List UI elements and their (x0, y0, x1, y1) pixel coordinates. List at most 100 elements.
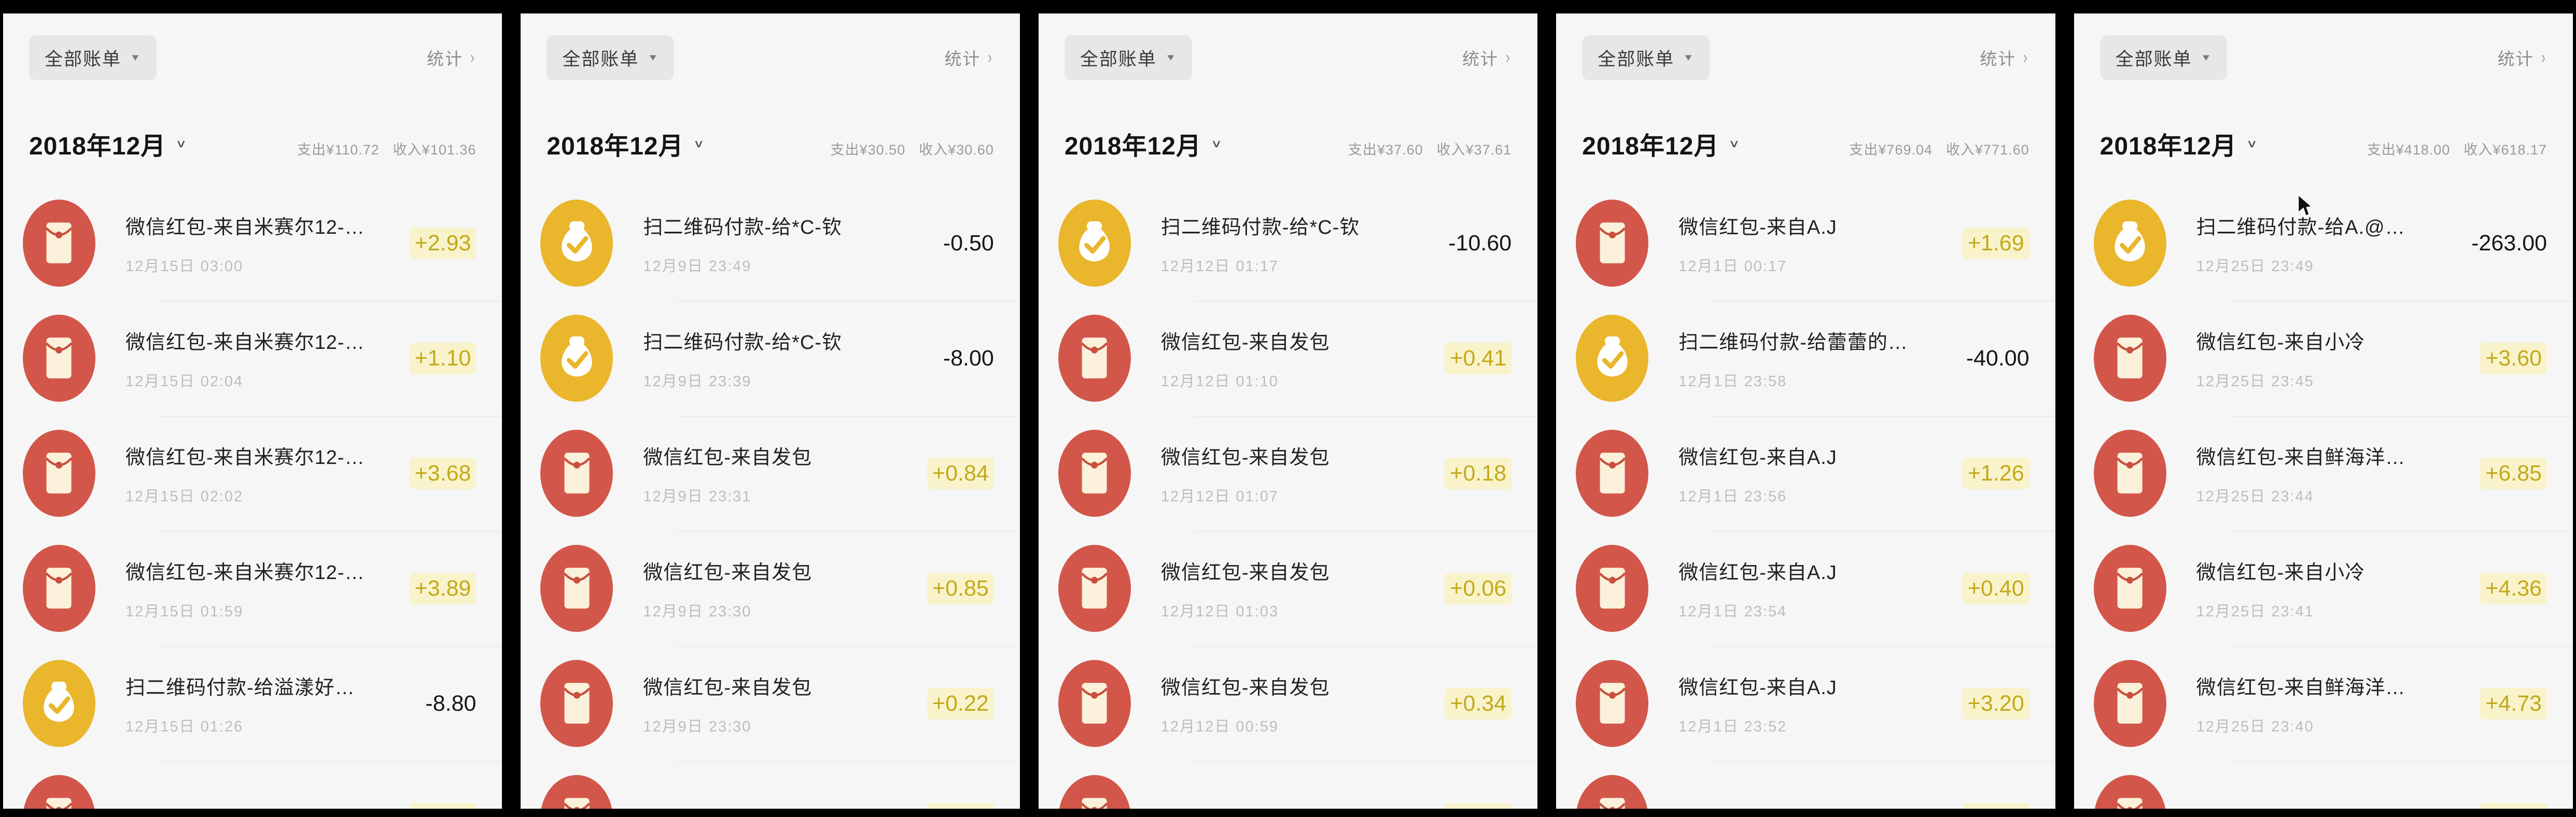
transaction-texts: 微信红包-来自鲜海洋… 12月25日 23:44 (2196, 441, 2481, 506)
transaction-row[interactable]: 扫二维码付款-给A.@… 12月25日 23:49 -263.00 (2093, 186, 2547, 301)
transaction-amount: +1.69 (1962, 227, 2029, 259)
transaction-timestamp: 12月25日 23:45 (2196, 373, 2314, 390)
month-selector[interactable]: 2018年12月 ∨ (29, 125, 187, 162)
transaction-row[interactable]: 微信红包-来自发包 +0.50 (1058, 761, 1538, 809)
transaction-row[interactable]: 微信红包-来自发包 12月9日 23:30 +0.22 (540, 646, 1020, 761)
transaction-row[interactable]: 微信红包-来自A.J 12月1日 23:56 +1.26 (1576, 416, 2055, 531)
transaction-row[interactable]: 微信红包-来自小冷 12月25日 23:45 +3.60 (2093, 301, 2573, 416)
transaction-row[interactable]: 扫二维码付款-给溢漾好… 12月15日 01:26 -8.80 (23, 646, 502, 761)
statistics-label: 统计 (1462, 49, 1499, 68)
transaction-row[interactable]: 微信红包-来自A.J 12月1日 23:54 +0.40 (1576, 531, 2055, 646)
transaction-title: 微信红包-来自鲜海洋… (2196, 677, 2406, 699)
income-total: 收入¥101.36 (393, 142, 477, 158)
transaction-texts: 扫二维码付款-给*C-钦 12月12日 01:17 (1161, 211, 1448, 276)
transaction-title: 扫二维码付款-给溢漾好… (125, 677, 355, 699)
red-envelope-icon (540, 430, 613, 517)
transaction-texts: 微信红包-来自发包 12月9日 23:30 (643, 671, 927, 736)
all-bills-filter-button[interactable]: 全部账单 ▼ (1582, 35, 1710, 80)
transaction-title: 微信红包-来自小冷 (2196, 561, 2365, 584)
all-bills-filter-button[interactable]: 全部账单 ▼ (2099, 35, 2228, 80)
month-selector[interactable]: 2018年12月 ∨ (1065, 125, 1223, 162)
transaction-row[interactable]: 微信红包-来自小冷 12月25日 23:41 +4.36 (2093, 531, 2573, 646)
transaction-row[interactable]: 微信红包-来自米赛尔12-… +5.17 (23, 761, 502, 809)
transaction-amount: +1.26 (1962, 457, 2029, 489)
red-envelope-icon (23, 545, 95, 632)
all-bills-filter-button[interactable]: 全部账单 ▼ (1064, 35, 1192, 80)
month-row: 2018年12月 ∨ 支出¥37.60 收入¥37.61 (1065, 125, 1511, 162)
transaction-texts: 微信红包-来自A.J 12月1日 23:54 (1678, 556, 1963, 621)
transaction-row[interactable]: 微信红包-来自发包 12月9日 23:31 +0.84 (540, 416, 1020, 531)
transaction-title: 扫二维码付款-给A.@… (2196, 216, 2405, 238)
month-summary: 支出¥418.00 收入¥618.17 (2367, 138, 2547, 162)
month-selector[interactable]: 2018年12月 ∨ (1582, 125, 1740, 162)
all-bills-filter-label: 全部账单 (2115, 49, 2192, 69)
month-summary: 支出¥110.72 收入¥101.36 (297, 138, 476, 162)
chevron-right-icon: › (470, 47, 475, 67)
statistics-link[interactable]: 统计 › (1980, 45, 2029, 70)
transaction-timestamp: 12月15日 03:00 (125, 258, 244, 275)
transaction-row[interactable]: 微信红包-来自A.J 12月1日 00:17 +1.69 (1576, 186, 2029, 301)
transaction-row[interactable]: 微信红包-来自米赛尔12-… 12月15日 01:59 +3.89 (23, 531, 502, 646)
transaction-amount: -8.80 (425, 691, 477, 716)
transaction-row[interactable]: 微信红包-来自发包 +0.43 (540, 761, 1020, 809)
month-row: 2018年12月 ∨ 支出¥418.00 收入¥618.17 (2100, 125, 2547, 162)
transaction-title: 微信红包-来自米赛尔12-… (125, 331, 365, 354)
transaction-title: 微信红包-来自A.J (1678, 446, 1837, 469)
red-envelope-icon (1058, 545, 1131, 632)
chevron-right-icon: › (2023, 47, 2028, 67)
transaction-row[interactable]: 微信红包-来自米赛尔12-… 12月15日 03:00 +2.93 (23, 186, 477, 301)
transaction-title: 扫二维码付款-给*C-钦 (643, 216, 842, 238)
transaction-timestamp: 12月15日 01:59 (125, 603, 244, 620)
panel-content: 全部账单 ▼ 统计 › 2018年12月 ∨ 支出¥30.50 收入¥30.60 扫二维码付款-… (521, 35, 1020, 809)
all-bills-filter-button[interactable]: 全部账单 ▼ (547, 35, 675, 80)
transaction-list: 扫二维码付款-给A.@… 12月25日 23:49 -263.00 微信红包-来自小冷… (2093, 186, 2573, 809)
transaction-row[interactable]: 扫二维码付款-给蕾蕾的… 12月1日 23:58 -40.00 (1576, 301, 2055, 416)
expense-total: 支出¥37.60 (1348, 142, 1423, 158)
statistics-link[interactable]: 统计 › (944, 45, 993, 70)
transaction-row[interactable]: 微信红包-来自米赛尔12-… 12月15日 02:04 +1.10 (23, 301, 502, 416)
transaction-row[interactable]: 扫二维码付款-给*C-钦 12月9日 23:49 -0.50 (540, 186, 994, 301)
month-label: 2018年12月 (1582, 133, 1719, 160)
transaction-timestamp: 12月1日 23:56 (1678, 488, 1787, 505)
transaction-row[interactable]: 微信红包-来自米赛尔12-… 12月15日 02:02 +3.68 (23, 416, 502, 531)
transaction-title: 微信红包-来自发包 (1160, 561, 1330, 584)
transaction-timestamp: 12月12日 01:10 (1160, 373, 1279, 390)
transaction-row[interactable]: 微信红包-来自发包 12月12日 00:59 +0.34 (1058, 646, 1538, 761)
red-envelope-icon (23, 200, 95, 287)
transaction-title: 微信红包-来自发包 (643, 446, 813, 469)
month-selector[interactable]: 2018年12月 ∨ (2100, 125, 2258, 162)
all-bills-filter-button[interactable]: 全部账单 ▼ (29, 35, 157, 80)
transaction-texts: 微信红包-来自小冷 12月25日 23:45 (2196, 326, 2481, 391)
transaction-row[interactable]: 微信红包-来自A.J +3.14 (1576, 761, 2055, 809)
transaction-row[interactable]: 扫二维码付款-给*C-钦 12月9日 23:39 -8.00 (540, 301, 1020, 416)
red-envelope-icon (2093, 775, 2166, 809)
transaction-texts: 微信红包-来自鲜海洋… 12月25日 23:40 (2196, 671, 2481, 736)
money-bag-icon (540, 315, 613, 402)
transaction-texts: 微信红包-来自发包 12月12日 01:03 (1161, 556, 1445, 621)
transaction-amount: +0.18 (1445, 457, 1512, 489)
transaction-row[interactable]: 微信红包-来自A.J 12月1日 23:52 +3.20 (1576, 646, 2055, 761)
transaction-row[interactable]: 微信红包-来自发包 12月9日 23:30 +0.85 (540, 531, 1020, 646)
transaction-row[interactable]: 微信红包-来自发包 12月12日 01:03 +0.06 (1058, 531, 1538, 646)
transaction-texts: 微信红包-来自小冷 12月25日 23:41 (2196, 556, 2481, 621)
statistics-link[interactable]: 统计 › (427, 45, 476, 70)
transaction-row[interactable]: 微信红包-来自鲜海洋… +2.14 (2093, 761, 2573, 809)
expense-total: 支出¥30.50 (830, 142, 906, 158)
month-selector[interactable]: 2018年12月 ∨ (547, 125, 705, 162)
transaction-title: 微信红包-来自鲜海洋… (2196, 805, 2440, 809)
red-envelope-icon (2093, 430, 2166, 517)
transaction-row[interactable]: 微信红包-来自鲜海洋… 12月25日 23:44 +6.85 (2093, 416, 2573, 531)
transaction-row[interactable]: 扫二维码付款-给*C-钦 12月12日 01:17 -10.60 (1058, 186, 1511, 301)
transaction-amount: -263.00 (2471, 230, 2547, 256)
transaction-row[interactable]: 微信红包-来自发包 12月12日 01:10 +0.41 (1058, 301, 1538, 416)
statistics-link[interactable]: 统计 › (1462, 45, 1511, 70)
statistics-link[interactable]: 统计 › (2498, 45, 2547, 70)
transaction-title: 微信红包-来自米赛尔12-… (125, 216, 365, 238)
transaction-row[interactable]: 微信红包-来自鲜海洋… 12月25日 23:40 +4.73 (2093, 646, 2573, 761)
panel-content: 全部账单 ▼ 统计 › 2018年12月 ∨ 支出¥37.60 收入¥37.61 扫二维码付款-… (1039, 35, 1538, 809)
red-envelope-icon (1058, 775, 1131, 809)
transaction-texts: 微信红包-来自A.J 12月1日 23:52 (1678, 671, 1963, 736)
transaction-texts: 微信红包-来自发包 12月12日 00:59 (1161, 671, 1445, 736)
transaction-amount: +0.85 (927, 572, 994, 604)
transaction-row[interactable]: 微信红包-来自发包 12月12日 01:07 +0.18 (1058, 416, 1538, 531)
